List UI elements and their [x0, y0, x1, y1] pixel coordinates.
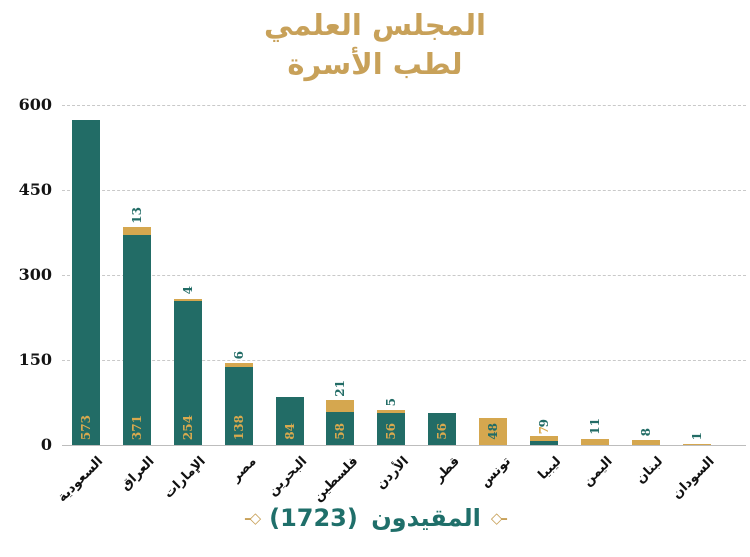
- bar-segment-base: [377, 413, 406, 445]
- bar-value-label-top: 21: [333, 379, 348, 397]
- bar-segment-top: [326, 400, 355, 413]
- bar-segment-base: [173, 301, 202, 445]
- bar-value-label-base: 573: [78, 414, 93, 440]
- y-axis-tick-label: 0: [40, 435, 52, 454]
- bar-value-label-top: 9: [537, 418, 552, 427]
- gridline: [62, 190, 746, 191]
- chart-title: المجلس العلمي لطب الأسرة: [0, 6, 750, 84]
- bar-value-label-base: 56: [384, 423, 399, 440]
- bar-segment-base: [224, 366, 253, 445]
- bar-segment-top: [224, 363, 253, 367]
- bar-segment-top: [479, 417, 508, 445]
- y-axis-tick-label: 300: [18, 265, 52, 284]
- bar-value-label-base: 58: [333, 423, 348, 440]
- gridline: [62, 105, 746, 106]
- gridline: [62, 275, 746, 276]
- bar-value-label-top: 11: [587, 418, 602, 435]
- bar-value-label-base: 138: [231, 414, 246, 440]
- x-axis-label: البحرين: [265, 454, 311, 500]
- bar-value-label-top: 13: [129, 206, 144, 224]
- bar-value-label-base: 254: [180, 414, 195, 440]
- chart-title-line2: لطب الأسرة: [287, 47, 463, 81]
- legend: –◇ المقيدون (1723) ◇–: [0, 504, 750, 532]
- bar-segment-base: [71, 120, 100, 445]
- x-axis-label: السودان: [669, 454, 718, 503]
- x-axis-label: الإمارات: [160, 454, 209, 502]
- bar-segment-base: [275, 397, 304, 445]
- x-axis-label: قطر: [431, 454, 463, 486]
- bar-segment-base: [530, 441, 559, 445]
- bar-segment-base: [122, 234, 151, 445]
- legend-ornament-left-icon: –◇: [244, 509, 261, 527]
- bar-segment-top: [580, 438, 609, 445]
- x-axis-label: اليمن: [580, 454, 616, 490]
- bar-value-label-top: 48: [486, 423, 501, 440]
- legend-total-label: المقيدون (1723): [269, 504, 481, 532]
- y-axis-tick-label: 150: [18, 350, 52, 369]
- bar-segment-top: [122, 227, 151, 235]
- bar-segment-top: [173, 298, 202, 302]
- x-axis-label: مصر: [228, 454, 260, 486]
- bar-value-label-top: 6: [231, 351, 246, 360]
- x-axis-label: العراق: [117, 454, 158, 494]
- bar-segment-top: [631, 440, 660, 445]
- x-axis-label: لبنان: [633, 454, 667, 487]
- bar-value-label-top: 5: [384, 398, 399, 407]
- chart-title-line1: المجلس العلمي: [264, 8, 486, 42]
- x-axis-label: الأردن: [373, 454, 412, 493]
- bar-value-label-base: 371: [129, 414, 144, 440]
- y-axis-tick-label: 600: [18, 95, 52, 114]
- y-axis-tick-label: 450: [18, 180, 52, 199]
- x-axis-label: فلسطين: [310, 454, 362, 505]
- x-axis-label: السعودية: [55, 454, 107, 506]
- bar-segment-top: [377, 410, 406, 414]
- bar-value-label-base: 84: [282, 423, 297, 440]
- x-axis-label: تونس: [477, 454, 514, 491]
- x-axis-label: ليبيا: [535, 454, 565, 483]
- gridline: [62, 360, 746, 361]
- bar-value-label-base: 56: [435, 423, 450, 440]
- bar-segment-base: [326, 412, 355, 445]
- bar-segment-top: [682, 444, 711, 445]
- bar-segment-base: [428, 413, 457, 445]
- legend-ornament-right-icon: ◇–: [490, 509, 508, 527]
- bar-value-label-top: 4: [180, 286, 195, 295]
- bar-value-label-top: 8: [638, 428, 653, 437]
- x-axis-line: [62, 445, 746, 446]
- bar-value-label-top: 1: [689, 431, 704, 440]
- bar-segment-top: [530, 435, 559, 442]
